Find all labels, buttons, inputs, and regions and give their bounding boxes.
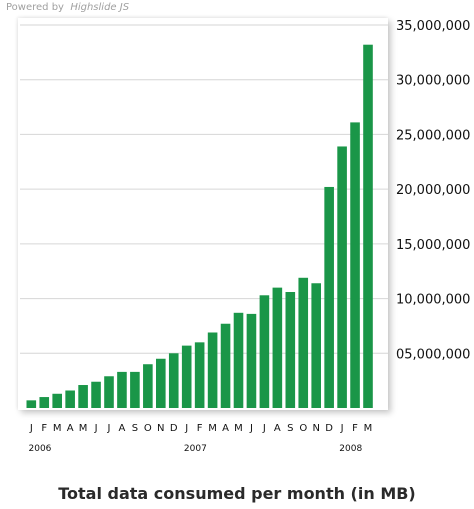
x-year-label: 2007 <box>184 444 207 454</box>
powered-by-brand-link[interactable]: Highslide JS <box>70 2 130 13</box>
bar <box>337 146 347 409</box>
bar <box>285 292 296 408</box>
x-tick-label: M <box>208 423 217 434</box>
x-tick-label: A <box>67 423 74 434</box>
y-tick-label: 25,000,000 <box>396 128 470 143</box>
x-tick-label: J <box>107 423 111 434</box>
y-tick-label: 10,000,000 <box>396 293 470 308</box>
bar <box>91 381 101 408</box>
x-tick-label: A <box>274 423 281 434</box>
bar <box>350 122 360 409</box>
bar <box>26 400 37 408</box>
bar <box>39 397 50 408</box>
bar <box>220 323 231 408</box>
x-tick-label: J <box>29 423 33 434</box>
x-tick-label: A <box>119 423 126 434</box>
x-tick-label: S <box>287 423 293 434</box>
x-tick-label: F <box>197 423 203 434</box>
bar <box>104 376 114 408</box>
x-tick-label: M <box>364 423 373 434</box>
powered-by-label: Powered by Highslide JS <box>6 2 129 13</box>
bar <box>194 342 205 408</box>
bar <box>246 313 257 408</box>
x-tick-label: F <box>352 423 358 434</box>
x-tick-label: J <box>94 423 98 434</box>
bar <box>181 345 192 408</box>
y-tick-label: 30,000,000 <box>396 74 470 89</box>
x-tick-label: D <box>325 423 333 434</box>
bar <box>298 277 309 408</box>
x-tick-label: J <box>249 423 253 434</box>
x-tick-label: M <box>53 423 62 434</box>
x-tick-label: A <box>222 423 229 434</box>
bar <box>233 312 244 408</box>
x-tick-label: O <box>144 423 152 434</box>
chart-title: Total data consumed per month (in MB) <box>58 484 416 503</box>
x-tick-label: S <box>132 423 138 434</box>
x-tick-label: M <box>234 423 243 434</box>
bar <box>207 332 218 408</box>
x-year-label: 2006 <box>29 444 52 454</box>
y-tick-label: 20,000,000 <box>396 183 470 198</box>
x-tick-label: N <box>157 423 164 434</box>
bar <box>52 393 62 408</box>
bar-chart: 05,000,000 10,000,000 15,000,000 20,000,000… <box>20 19 470 454</box>
y-tick-label: 05,000,000 <box>396 347 470 362</box>
bar <box>156 358 166 408</box>
powered-by-prefix: Powered by <box>6 2 64 13</box>
x-tick-label: M <box>79 423 88 434</box>
bar <box>272 287 283 408</box>
bar <box>168 353 179 408</box>
bar <box>143 364 153 408</box>
x-tick-label: D <box>170 423 178 434</box>
bar <box>324 186 334 408</box>
x-tick-label: N <box>312 423 319 434</box>
bar <box>78 385 88 408</box>
x-tick-label: F <box>41 423 47 434</box>
y-tick-label: 35,000,000 <box>396 19 470 34</box>
bar <box>130 371 140 408</box>
bar <box>259 295 270 408</box>
bar <box>311 283 321 408</box>
x-year-label: 2008 <box>339 444 362 454</box>
x-tick-label: O <box>299 423 307 434</box>
x-tick-label: J <box>340 423 344 434</box>
y-tick-label: 15,000,000 <box>396 238 470 253</box>
x-tick-label: J <box>262 423 266 434</box>
bar <box>117 371 127 408</box>
bar <box>363 44 373 408</box>
x-tick-label: J <box>184 423 188 434</box>
bar <box>65 390 75 408</box>
